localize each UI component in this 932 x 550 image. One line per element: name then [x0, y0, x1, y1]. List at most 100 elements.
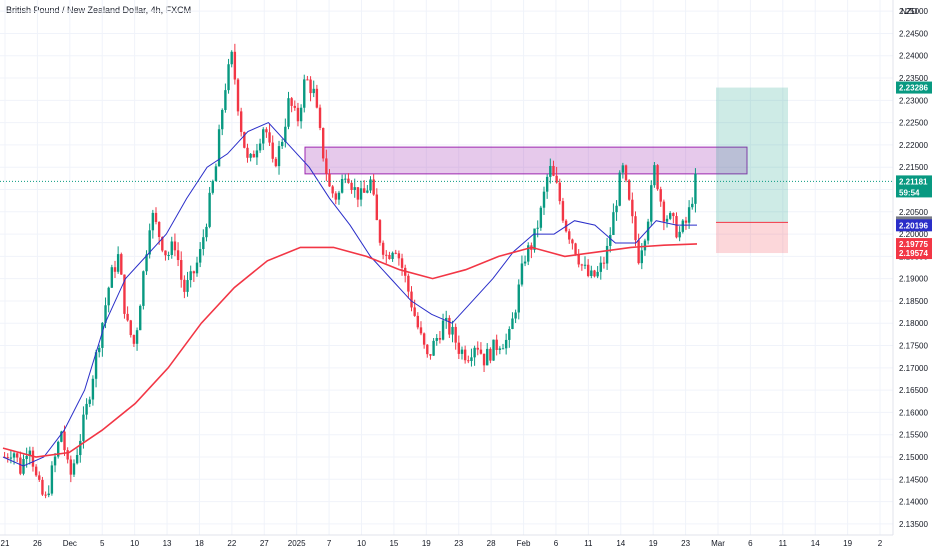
candle-body — [318, 107, 322, 128]
candle-body — [41, 479, 44, 495]
candle-body — [672, 213, 675, 217]
candle-body — [252, 153, 255, 158]
time-tick-label: 10 — [130, 539, 139, 548]
candle-body — [467, 360, 470, 362]
candle-body — [435, 338, 438, 341]
badge-bg — [896, 219, 932, 232]
candle-body — [413, 307, 416, 316]
take-profit-badge: 2.23286 — [896, 81, 932, 94]
candle-body — [38, 475, 41, 480]
candle-body — [148, 230, 151, 255]
candle-body — [344, 178, 347, 180]
badge-label: 2.21181 — [899, 177, 928, 186]
time-tick-label: 6 — [748, 539, 753, 548]
candle-body — [586, 264, 590, 276]
time-tick-label: 2025 — [288, 539, 306, 548]
candle-body — [284, 126, 287, 142]
price-badges: 2.232862.2118159:542.202622.201962.19775… — [896, 81, 932, 260]
candle-body — [19, 457, 22, 474]
grid — [0, 0, 893, 535]
candle-body — [167, 254, 170, 256]
price-tick-label: 2.24500 — [899, 29, 928, 38]
price-tick-label: 2.17500 — [899, 342, 928, 351]
candle-body — [239, 111, 243, 132]
candle-body — [375, 194, 379, 221]
candle-body — [139, 305, 142, 331]
time-tick-label: 23 — [681, 539, 690, 548]
candle-body — [369, 179, 372, 191]
candle-body — [161, 236, 164, 251]
candle-body — [359, 188, 363, 200]
candle-body — [104, 305, 107, 323]
candle-body — [135, 330, 139, 344]
candle-body — [28, 450, 32, 457]
candle-body — [501, 348, 505, 350]
candle-body — [315, 88, 319, 108]
candle-body — [337, 192, 341, 200]
candle-body — [659, 189, 662, 202]
candle-body — [656, 165, 659, 190]
candle-body — [170, 241, 173, 255]
candle-body — [353, 187, 356, 191]
candle-body — [101, 322, 104, 348]
candle-body — [599, 262, 602, 272]
time-tick-label: 27 — [260, 539, 269, 548]
candle-body — [274, 158, 278, 167]
candle-body — [621, 165, 625, 173]
candle-body — [448, 317, 451, 335]
candle-body — [555, 175, 558, 183]
candle-body — [508, 329, 511, 340]
candle-body — [407, 275, 410, 292]
candle-body — [362, 188, 366, 193]
candle-body — [205, 226, 208, 238]
candle-body — [265, 129, 268, 133]
candle-body — [249, 153, 252, 158]
candle-body — [293, 105, 296, 108]
candle-body — [151, 212, 155, 231]
candle-body — [129, 320, 132, 336]
candle-body — [277, 146, 281, 167]
candle-body — [63, 431, 66, 451]
candle-body — [142, 271, 145, 306]
candle-body — [94, 352, 98, 379]
candle-body — [271, 142, 274, 159]
candle-body — [615, 205, 618, 213]
candle-body — [224, 90, 227, 110]
candle-body — [602, 262, 606, 264]
price-tick-label: 2.14500 — [899, 475, 928, 484]
candle-body — [164, 250, 167, 256]
candle-body — [441, 320, 445, 340]
time-tick-label: Feb — [517, 539, 531, 548]
badge-bg — [896, 81, 932, 94]
candle-body — [296, 107, 300, 122]
price-tick-label: 2.21500 — [899, 163, 928, 172]
candle-body — [637, 240, 640, 264]
candle-body — [378, 220, 382, 243]
candle-body — [356, 187, 360, 200]
candle-body — [350, 182, 353, 191]
candle-body — [681, 220, 685, 232]
candle-body — [523, 261, 527, 264]
time-tick-label: 19 — [422, 539, 431, 548]
candle-body — [75, 455, 79, 464]
candle-body — [577, 254, 580, 265]
time-tick-label: 5 — [100, 539, 105, 548]
candle-body — [214, 166, 218, 182]
candle-body — [132, 335, 136, 344]
candle-body — [325, 158, 328, 174]
price-tick-label: 2.23500 — [899, 74, 928, 83]
candle-body — [533, 228, 536, 250]
price-tick-label: 2.18000 — [899, 319, 928, 328]
stop-loss-zone — [716, 222, 788, 254]
candle-body — [489, 348, 492, 361]
candle-body — [388, 254, 391, 259]
candle-body — [542, 191, 546, 208]
candle-body — [385, 254, 388, 256]
candle-body — [419, 327, 423, 334]
candle-body — [309, 79, 312, 94]
candle-body — [574, 243, 577, 255]
candle-body — [192, 271, 196, 274]
candle-body — [520, 263, 524, 285]
